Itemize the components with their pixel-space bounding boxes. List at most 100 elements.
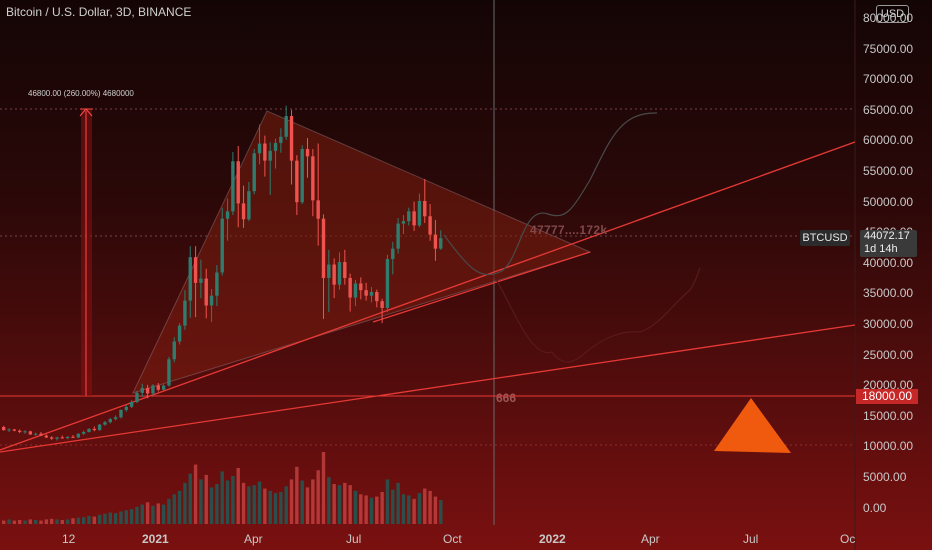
candle <box>204 268 208 319</box>
volume-bar <box>316 470 320 524</box>
candle <box>135 390 139 404</box>
price-tick: 70000.00 <box>863 72 914 87</box>
candle <box>183 290 187 330</box>
candle-body <box>337 262 342 285</box>
candle <box>305 138 310 178</box>
candle-body <box>359 283 363 291</box>
volume-bar <box>423 488 427 524</box>
price-tick: 40000.00 <box>863 255 914 270</box>
level-price-badge: 18000.00 <box>856 389 918 404</box>
candle <box>151 384 155 396</box>
candle <box>76 433 81 439</box>
candle <box>23 430 27 434</box>
candle <box>44 434 49 439</box>
candle-body <box>343 262 347 278</box>
volume-bar <box>140 504 144 524</box>
candle-body <box>87 428 91 432</box>
volume-bar <box>241 482 246 524</box>
currency-button[interactable]: USD <box>876 5 909 23</box>
price-tick: 0.00 <box>863 500 887 515</box>
candle-body <box>369 292 374 296</box>
candle-body <box>135 392 139 402</box>
candle-body <box>44 435 49 438</box>
projection-path-down <box>493 267 701 363</box>
candle-body <box>129 401 134 407</box>
candle <box>364 282 368 301</box>
candle-layer <box>2 105 443 441</box>
volume-bar <box>311 479 315 524</box>
bar-countdown: 1d 14h <box>864 243 898 255</box>
candle <box>33 432 38 436</box>
volume-bar <box>257 481 262 524</box>
candle <box>220 207 224 276</box>
candle <box>39 431 43 437</box>
candle-body <box>183 300 187 326</box>
trendline-1 <box>0 141 856 451</box>
time-tick: Jul <box>743 532 759 546</box>
price-tick: 50000.00 <box>863 194 914 209</box>
volume-layer <box>2 452 443 524</box>
volume-bar <box>273 493 278 524</box>
candle <box>289 109 294 185</box>
candle-body <box>252 153 256 192</box>
time-tick: 2022 <box>539 532 566 546</box>
volume-bar <box>129 509 134 524</box>
candle <box>348 273 352 312</box>
price-tick: 30000.00 <box>863 317 914 331</box>
time-tick: Oc <box>840 532 856 546</box>
candle-body <box>247 191 251 220</box>
volume-bar <box>209 487 214 524</box>
symbol-badge: BTCUSD <box>800 230 850 246</box>
candle <box>252 149 256 195</box>
candle <box>209 288 214 322</box>
measure-label: 46800.00 (260.00%) 4680000 <box>28 89 134 98</box>
candle-body <box>407 211 411 222</box>
volume-bar <box>375 496 379 524</box>
candle <box>321 214 326 319</box>
volume-bar <box>359 494 363 524</box>
candle <box>417 193 422 228</box>
annotation-range: 47777....172k <box>530 223 608 237</box>
candle <box>231 152 235 216</box>
candle <box>103 420 107 426</box>
candle-body <box>396 223 400 249</box>
candle <box>327 249 331 313</box>
volume-bar <box>119 511 123 524</box>
volume-bar <box>215 484 219 524</box>
candle-body <box>215 272 219 296</box>
volume-bar <box>2 520 6 524</box>
candle <box>391 241 395 275</box>
candle-body <box>60 437 65 439</box>
volume-bar <box>33 520 38 524</box>
volume-bar <box>348 485 352 524</box>
candle-body <box>124 406 128 410</box>
candle-body <box>177 325 182 342</box>
candle <box>263 135 267 177</box>
volume-bar <box>220 471 224 524</box>
candle <box>375 289 379 308</box>
candle <box>145 384 150 399</box>
volume-bar <box>167 498 171 524</box>
volume-bar <box>263 488 267 524</box>
candle <box>316 143 320 246</box>
candle <box>369 287 374 303</box>
candle <box>28 430 33 435</box>
candle-body <box>188 257 192 301</box>
volume-bar <box>65 519 70 524</box>
volume-bar <box>7 519 11 524</box>
candle <box>332 258 336 299</box>
candle-body <box>108 419 112 423</box>
volume-bar <box>71 518 75 524</box>
candle-body <box>204 278 208 306</box>
candle-body <box>305 149 310 157</box>
price-tick: 25000.00 <box>863 347 914 362</box>
candle-body <box>417 200 422 226</box>
candle-body <box>236 161 240 204</box>
volume-bar <box>204 474 208 524</box>
chart-title: Bitcoin / U.S. Dollar, 3D, BINANCE <box>6 5 192 19</box>
volume-bar <box>321 452 326 524</box>
candle <box>300 145 304 205</box>
annotation-666: 666 <box>496 391 517 405</box>
candle <box>188 246 192 318</box>
